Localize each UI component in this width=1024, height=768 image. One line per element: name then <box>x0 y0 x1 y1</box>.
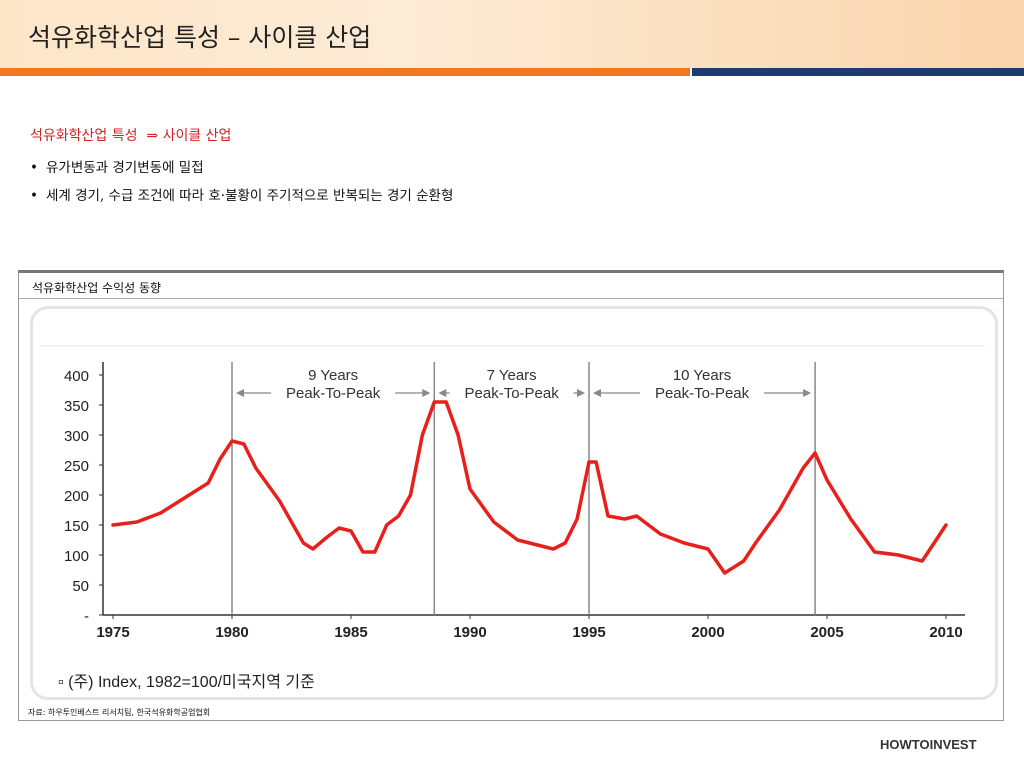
x-tick-label: 1975 <box>96 624 129 641</box>
arrow-head <box>577 389 585 397</box>
y-tick-label: 350 <box>64 398 89 415</box>
x-tick-label: 2010 <box>929 624 962 641</box>
bullet-text: 유가변동과 경기변동에 밀접 <box>46 160 204 176</box>
annotation: Peak-To-Peak <box>655 385 750 402</box>
panel-title: 석유화학산업 수익성 동향 <box>32 281 162 295</box>
x-tick-label: 1980 <box>215 624 248 641</box>
x-tick-label: 1995 <box>572 624 605 641</box>
bullet: • 유가변동과 경기변동에 밀접 <box>30 160 204 176</box>
arrow-head <box>438 389 447 397</box>
separator <box>19 298 1003 299</box>
header-stripe <box>0 68 690 76</box>
y-tick-label: 200 <box>64 488 89 505</box>
chart-panel <box>18 270 1004 721</box>
arrow-head <box>593 389 601 397</box>
annotation: Peak-To-Peak <box>286 385 381 402</box>
chart-frame <box>30 306 998 700</box>
section-heading: 석유화학산업 특성 ⇒ 사이클 산업 <box>30 128 232 144</box>
arrow-head <box>803 389 812 397</box>
bullet-text: 세계 경기, 수급 조건에 따라 호·불황이 주기적으로 반복되는 경기 순환형 <box>46 188 454 204</box>
y-tick-label: 100 <box>64 548 89 565</box>
chart-note: ▫ (주) Index, 1982=100/미국지역 기준 <box>58 673 315 691</box>
annotation: Peak-To-Peak <box>465 385 560 402</box>
source: 자료: 하우투인베스트 리서치팀, 한국석유화학공업협회 <box>28 708 211 717</box>
y-tick-label: 250 <box>64 458 89 475</box>
header-stripe <box>692 68 1024 76</box>
y-tick-label: - <box>84 608 89 625</box>
y-tick-label: 400 <box>64 368 89 385</box>
x-tick-label: 2005 <box>810 624 843 641</box>
annotation: 7 Years <box>487 367 537 384</box>
line-series <box>111 400 948 575</box>
y-tick-label: 300 <box>64 428 89 445</box>
y-tick-label: 150 <box>64 518 89 535</box>
arrow-head <box>422 389 431 397</box>
header-banner <box>0 0 1024 68</box>
bullet: • 세계 경기, 수급 조건에 따라 호·불황이 주기적으로 반복되는 경기 순환… <box>30 188 454 204</box>
logo: HOWTOINVEST <box>880 737 977 752</box>
x-tick-label: 1985 <box>334 624 367 641</box>
slide-title: 석유화학산업 특성 – 사이클 산업 <box>28 23 372 52</box>
x-tick-label: 1990 <box>453 624 486 641</box>
arrow-head <box>236 389 244 397</box>
annotation: 9 Years <box>308 367 358 384</box>
x-tick-label: 2000 <box>691 624 724 641</box>
annotation: 10 Years <box>673 367 731 384</box>
y-tick-label: 50 <box>72 578 89 595</box>
